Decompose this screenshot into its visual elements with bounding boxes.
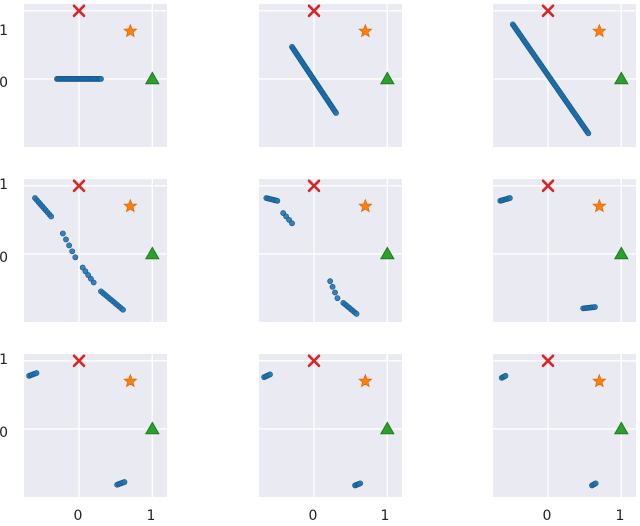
star-marker bbox=[123, 198, 138, 213]
cross-marker bbox=[307, 179, 321, 193]
ytick-label-row1-1: 1 bbox=[0, 177, 8, 193]
ytick-label-row0-0: 0 bbox=[0, 75, 8, 91]
axes-background bbox=[259, 4, 402, 147]
scatter-point bbox=[69, 248, 76, 255]
panel-r0-c2 bbox=[493, 4, 636, 147]
axes-background bbox=[493, 354, 636, 497]
panel-r0-c0 bbox=[24, 4, 167, 147]
scatter-point bbox=[334, 295, 341, 302]
scatter-point bbox=[33, 370, 40, 376]
star-marker bbox=[592, 23, 607, 38]
panel-r1-c1 bbox=[259, 179, 402, 322]
star-marker bbox=[358, 373, 373, 388]
scatter-point bbox=[72, 254, 79, 261]
cross-marker bbox=[307, 354, 321, 368]
scatter-point bbox=[289, 220, 295, 227]
cross-marker bbox=[72, 4, 86, 18]
panel-r2-c1 bbox=[259, 354, 402, 497]
star-marker bbox=[123, 373, 138, 388]
triangle-marker bbox=[144, 246, 160, 260]
scatter-point bbox=[592, 304, 598, 310]
ytick-label-row2-0: 0 bbox=[0, 425, 8, 441]
cross-marker bbox=[72, 354, 86, 368]
panel-r2-c2 bbox=[493, 354, 636, 497]
panel-r1-c0 bbox=[24, 179, 167, 322]
scatter-point bbox=[121, 479, 128, 485]
scatter-point bbox=[357, 480, 364, 487]
axes-background bbox=[24, 354, 167, 497]
scatter-point bbox=[48, 213, 55, 220]
cross-marker bbox=[307, 4, 321, 18]
ytick-label-row1-0: 0 bbox=[0, 250, 8, 266]
triangle-marker bbox=[613, 246, 629, 260]
xtick-label-col1-0: 0 bbox=[309, 508, 318, 524]
star-marker bbox=[123, 23, 138, 38]
xtick-label-col0-1: 1 bbox=[147, 508, 156, 524]
tick-labels-layer: 1 0 1 0 1 0 0 1 0 1 0 1 bbox=[0, 23, 624, 524]
axes-background bbox=[24, 179, 167, 322]
scatter-point bbox=[585, 130, 592, 137]
star-marker bbox=[358, 23, 373, 38]
cross-marker bbox=[541, 354, 555, 368]
ytick-label-row0-1: 1 bbox=[0, 23, 8, 39]
cross-marker bbox=[72, 179, 86, 193]
scatter-point bbox=[90, 279, 97, 286]
triangle-marker bbox=[144, 421, 160, 435]
scatter-point bbox=[329, 283, 336, 290]
scatter-point bbox=[353, 310, 360, 317]
axes-background bbox=[259, 179, 402, 322]
xtick-label-col0-0: 0 bbox=[74, 508, 83, 524]
scatter-point bbox=[592, 480, 599, 487]
triangle-marker bbox=[144, 71, 160, 85]
scatter-point bbox=[274, 197, 281, 204]
scatter-point bbox=[66, 242, 72, 249]
axes-background bbox=[24, 4, 167, 147]
axes-background bbox=[493, 179, 636, 322]
xtick-label-col2-0: 0 bbox=[543, 508, 552, 524]
scatter-point bbox=[332, 289, 338, 296]
panel-r1-c2 bbox=[493, 179, 636, 322]
scatter-point bbox=[59, 230, 66, 237]
triangle-marker bbox=[613, 421, 629, 435]
cross-marker bbox=[541, 179, 555, 193]
scatter-point bbox=[98, 76, 104, 82]
star-marker bbox=[358, 198, 373, 213]
scatter-point bbox=[267, 371, 273, 378]
star-marker bbox=[592, 373, 607, 388]
triangle-marker bbox=[379, 71, 395, 85]
panels-layer bbox=[24, 4, 636, 497]
cross-marker bbox=[541, 4, 555, 18]
xtick-label-col1-1: 1 bbox=[381, 508, 390, 524]
triangle-marker bbox=[379, 421, 395, 435]
axes-background bbox=[259, 354, 402, 497]
triangle-marker bbox=[613, 71, 629, 85]
star-marker bbox=[592, 198, 607, 213]
panel-r2-c0 bbox=[24, 354, 167, 497]
scatter-point bbox=[63, 236, 69, 243]
panel-r0-c1 bbox=[259, 4, 402, 147]
scatter-point bbox=[506, 195, 513, 201]
xtick-label-col2-1: 1 bbox=[616, 508, 625, 524]
ytick-label-row2-1: 1 bbox=[0, 352, 8, 368]
scatter-point bbox=[502, 372, 509, 379]
scatter-point bbox=[120, 306, 126, 313]
triangle-marker bbox=[379, 246, 395, 260]
scatter-point bbox=[327, 278, 334, 285]
scatter-point bbox=[333, 110, 339, 116]
